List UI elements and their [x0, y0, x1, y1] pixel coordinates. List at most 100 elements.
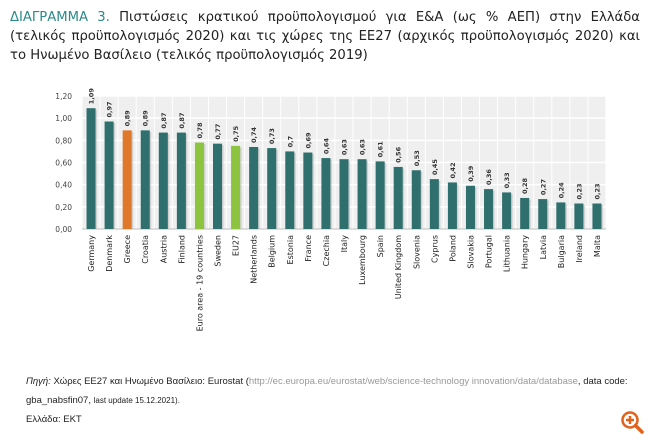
data-label: 0,39: [467, 165, 475, 182]
title-text: Πιστώσεις κρατικού προϋπολογισμού για Ε&…: [10, 10, 641, 63]
bar: [249, 146, 259, 229]
data-label: 0,77: [214, 124, 222, 140]
bar: [231, 145, 241, 229]
y-tick-label: 0,00: [55, 225, 72, 234]
x-tick-label: Luxembourg: [358, 235, 367, 285]
data-label: 0,61: [377, 141, 385, 158]
x-tick-label: Finland: [177, 235, 186, 264]
data-label: 0,45: [431, 159, 439, 176]
source-link[interactable]: http://ec.europa.eu/eurostat/web/science…: [248, 376, 578, 387]
x-tick-label: Cyprus: [430, 235, 439, 263]
y-tick-label: 0,40: [55, 181, 72, 190]
source-note: Πηγή: Χώρες ΕΕ27 και Ηνωμένο Βασίλειο: E…: [26, 372, 634, 429]
x-tick-label: Hungary: [521, 235, 530, 269]
bar: [303, 152, 313, 229]
bar: [176, 132, 186, 229]
x-tick-label: Slovakia: [466, 235, 475, 269]
x-tick-label: Malta: [593, 235, 602, 257]
data-label: 0,33: [503, 172, 511, 188]
bar: [321, 158, 331, 229]
data-label: 0,28: [521, 177, 529, 194]
data-label: 0,97: [106, 101, 114, 117]
figure-number: ΔΙΑΓΡΑΜΜΑ 3.: [10, 10, 110, 25]
x-tick-label: Germany: [87, 235, 96, 272]
bar: [158, 132, 168, 229]
data-label: 0,89: [124, 110, 132, 127]
data-label: 0,74: [250, 126, 258, 143]
source-text: Χώρες ΕΕ27 και Ηνωμένο Βασίλειο: Eurosta…: [53, 376, 249, 387]
bar: [465, 185, 475, 229]
x-tick-label: Slovenia: [412, 235, 421, 269]
x-tick-label: EU27: [232, 235, 241, 256]
x-tick-label: Ireland: [575, 235, 584, 263]
bar: [502, 192, 512, 229]
bar: [411, 170, 421, 229]
x-tick-label: Estonia: [286, 235, 295, 265]
x-tick-label: Italy: [340, 235, 349, 253]
bar: [538, 199, 548, 229]
bar: [267, 148, 277, 229]
bar: [520, 197, 530, 229]
data-label: 0,56: [395, 146, 403, 163]
bar: [429, 179, 439, 229]
bar: [574, 203, 584, 229]
bar: [86, 108, 96, 229]
data-label: 0,7: [286, 136, 294, 148]
bar: [104, 121, 114, 229]
data-code: , data code: gba_nabsfin07,: [26, 376, 628, 406]
bar: [285, 151, 295, 229]
bar: [375, 161, 385, 229]
x-tick-label: France: [304, 235, 313, 262]
x-tick-label: Sweden: [214, 235, 223, 267]
data-label: 0,27: [539, 179, 547, 195]
data-label: 0,87: [160, 113, 168, 129]
bar: [357, 159, 367, 229]
x-tick-label: Croatia: [141, 235, 150, 264]
bar: [213, 143, 223, 229]
bar: [556, 202, 566, 229]
data-label: 0,89: [142, 110, 150, 127]
zoom-in-icon[interactable]: [620, 410, 644, 434]
data-label: 0,23: [575, 183, 583, 199]
source-label: Πηγή:: [26, 376, 51, 387]
data-label: 0,23: [593, 183, 601, 199]
last-update: last update 15.12.2021).: [93, 396, 180, 405]
bar-chart: 0,00 0,20 0,40 0,60 0,80 1,00 1,20 1,09 Germany 0…: [55, 88, 607, 331]
bar: [122, 130, 132, 229]
data-label: 0,42: [449, 162, 457, 178]
x-tick-label: Czechia: [322, 235, 331, 266]
x-tick-label: Bulgaria: [557, 235, 566, 268]
x-tick-label: Portugal: [485, 235, 494, 268]
data-label: 0,87: [178, 113, 186, 129]
data-label: 0,63: [359, 139, 367, 155]
data-label: 0,53: [413, 150, 421, 166]
data-label: 1,09: [88, 88, 96, 105]
x-tick-label: Euro area - 19 countries: [195, 235, 204, 331]
bar: [484, 189, 494, 229]
greece-source: Ελλάδα: ΕΚΤ: [26, 414, 82, 425]
x-tick-label: Austria: [159, 235, 168, 263]
bar: [339, 159, 349, 229]
x-tick-label: United Kingdom: [394, 235, 403, 299]
x-tick-label: Netherlands: [250, 235, 259, 284]
y-tick-label: 0,80: [55, 136, 72, 145]
y-tick-label: 0,20: [55, 203, 72, 212]
bar: [140, 130, 150, 229]
bar: [393, 166, 403, 229]
data-label: 0,36: [485, 169, 493, 186]
x-tick-label: Poland: [448, 235, 457, 262]
data-label: 0,64: [322, 138, 330, 155]
data-label: 0,24: [557, 182, 565, 199]
x-tick-label: Belgium: [268, 235, 277, 268]
chart-title: ΔΙΑΓΡΑΜΜΑ 3. Πιστώσεις κρατικού προϋπολο…: [10, 8, 640, 65]
data-label: 0,78: [196, 122, 204, 139]
data-label: 0,75: [232, 125, 240, 142]
data-label: 0,63: [341, 139, 349, 155]
y-tick-label: 0,60: [55, 159, 72, 168]
data-label: 0,73: [268, 128, 276, 144]
bar: [447, 182, 457, 229]
bar: [194, 142, 204, 229]
x-tick-label: Denmark: [105, 235, 114, 272]
x-tick-label: Lithuania: [503, 235, 512, 272]
x-tick-label: Greece: [123, 235, 132, 264]
